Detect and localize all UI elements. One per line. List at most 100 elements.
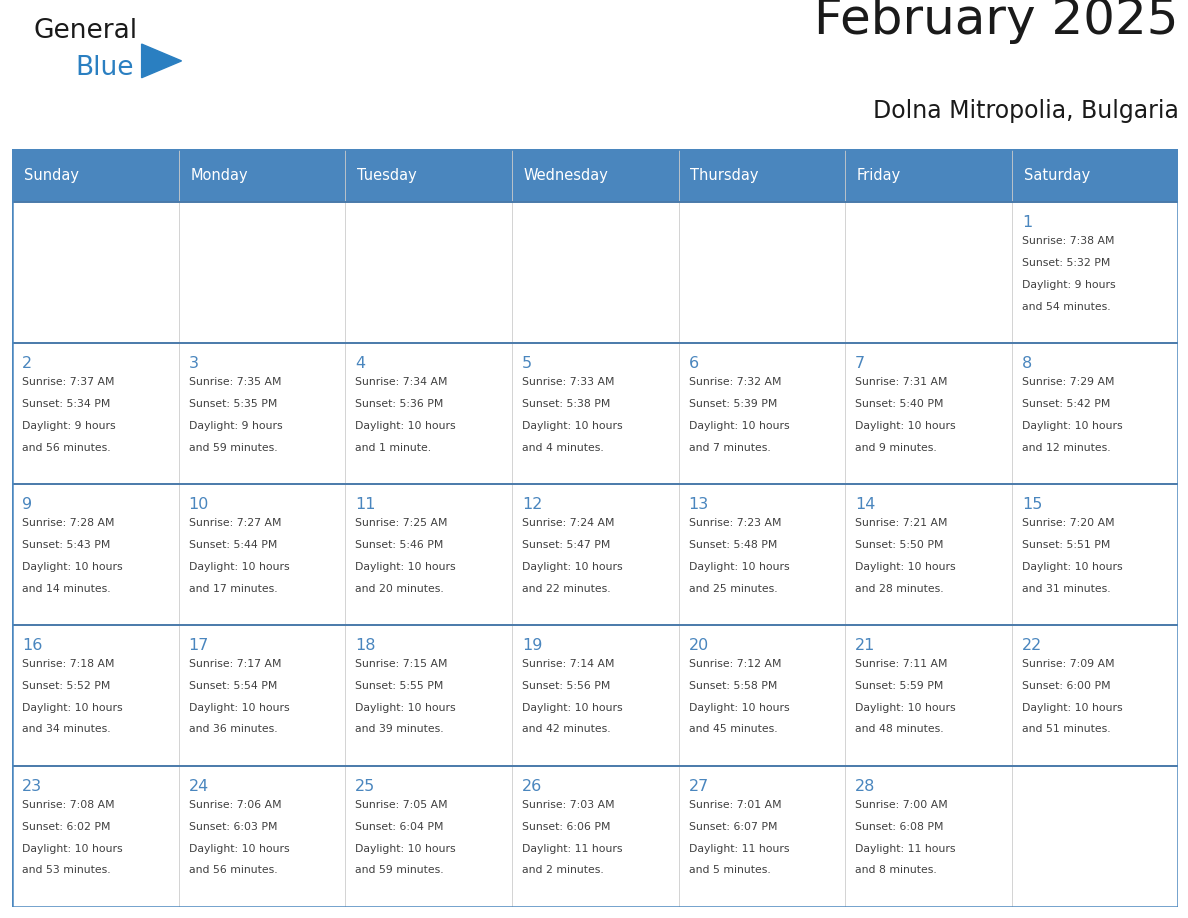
Text: February 2025: February 2025 bbox=[814, 0, 1178, 44]
Text: 24: 24 bbox=[189, 778, 209, 794]
Text: and 22 minutes.: and 22 minutes. bbox=[522, 584, 611, 594]
Text: Sunrise: 7:32 AM: Sunrise: 7:32 AM bbox=[689, 377, 781, 387]
Text: and 48 minutes.: and 48 minutes. bbox=[855, 724, 943, 734]
Text: 22: 22 bbox=[1022, 638, 1042, 653]
Bar bbox=[678, 625, 845, 766]
Text: 20: 20 bbox=[689, 638, 709, 653]
Text: Sunset: 5:47 PM: Sunset: 5:47 PM bbox=[522, 540, 611, 550]
Text: 1: 1 bbox=[1022, 215, 1032, 230]
Text: Sunrise: 7:35 AM: Sunrise: 7:35 AM bbox=[189, 377, 282, 387]
Text: 28: 28 bbox=[855, 778, 876, 794]
Text: 19: 19 bbox=[522, 638, 542, 653]
Text: and 51 minutes.: and 51 minutes. bbox=[1022, 724, 1111, 734]
Text: Tuesday: Tuesday bbox=[356, 168, 417, 183]
Text: Daylight: 10 hours: Daylight: 10 hours bbox=[855, 562, 956, 572]
Text: 3: 3 bbox=[189, 356, 198, 371]
Text: Sunset: 5:55 PM: Sunset: 5:55 PM bbox=[355, 681, 443, 690]
Text: Sunrise: 7:09 AM: Sunrise: 7:09 AM bbox=[1022, 659, 1114, 669]
Bar bbox=[1012, 766, 1178, 907]
Text: and 31 minutes.: and 31 minutes. bbox=[1022, 584, 1111, 594]
Text: Sunset: 6:04 PM: Sunset: 6:04 PM bbox=[355, 822, 443, 832]
Text: 26: 26 bbox=[522, 778, 542, 794]
Text: Sunrise: 7:18 AM: Sunrise: 7:18 AM bbox=[21, 659, 114, 669]
Text: and 25 minutes.: and 25 minutes. bbox=[689, 584, 777, 594]
Text: Sunset: 5:40 PM: Sunset: 5:40 PM bbox=[855, 399, 943, 409]
Bar bbox=[512, 625, 678, 766]
Text: Sunrise: 7:00 AM: Sunrise: 7:00 AM bbox=[855, 800, 948, 810]
Bar bbox=[845, 202, 1012, 343]
Text: Daylight: 10 hours: Daylight: 10 hours bbox=[1022, 420, 1123, 431]
Text: Sunset: 5:44 PM: Sunset: 5:44 PM bbox=[189, 540, 277, 550]
Text: Daylight: 10 hours: Daylight: 10 hours bbox=[355, 420, 456, 431]
Text: and 12 minutes.: and 12 minutes. bbox=[1022, 442, 1111, 453]
Text: Daylight: 11 hours: Daylight: 11 hours bbox=[522, 844, 623, 854]
Text: 25: 25 bbox=[355, 778, 375, 794]
Text: Daylight: 10 hours: Daylight: 10 hours bbox=[689, 702, 789, 712]
Text: and 5 minutes.: and 5 minutes. bbox=[689, 866, 770, 876]
Text: Daylight: 11 hours: Daylight: 11 hours bbox=[689, 844, 789, 854]
Text: and 42 minutes.: and 42 minutes. bbox=[522, 724, 611, 734]
Bar bbox=[845, 149, 1012, 202]
Text: and 8 minutes.: and 8 minutes. bbox=[855, 866, 937, 876]
Text: Sunset: 5:56 PM: Sunset: 5:56 PM bbox=[522, 681, 611, 690]
Text: and 4 minutes.: and 4 minutes. bbox=[522, 442, 604, 453]
Bar bbox=[512, 149, 678, 202]
Text: Daylight: 10 hours: Daylight: 10 hours bbox=[855, 420, 956, 431]
Bar bbox=[12, 343, 178, 484]
Bar bbox=[512, 766, 678, 907]
Text: 5: 5 bbox=[522, 356, 532, 371]
Text: and 56 minutes.: and 56 minutes. bbox=[189, 866, 277, 876]
Bar bbox=[178, 343, 346, 484]
Text: Daylight: 10 hours: Daylight: 10 hours bbox=[189, 844, 289, 854]
Text: Sunrise: 7:33 AM: Sunrise: 7:33 AM bbox=[522, 377, 614, 387]
Text: Sunrise: 7:15 AM: Sunrise: 7:15 AM bbox=[355, 659, 448, 669]
Text: Friday: Friday bbox=[857, 168, 901, 183]
Text: Sunset: 5:51 PM: Sunset: 5:51 PM bbox=[1022, 540, 1111, 550]
Bar bbox=[1012, 343, 1178, 484]
Text: Sunrise: 7:01 AM: Sunrise: 7:01 AM bbox=[689, 800, 782, 810]
Text: Daylight: 10 hours: Daylight: 10 hours bbox=[1022, 562, 1123, 572]
Bar bbox=[512, 343, 678, 484]
Text: Sunset: 5:35 PM: Sunset: 5:35 PM bbox=[189, 399, 277, 409]
Bar bbox=[1012, 149, 1178, 202]
Bar bbox=[845, 625, 1012, 766]
Text: Sunset: 6:08 PM: Sunset: 6:08 PM bbox=[855, 822, 943, 832]
Bar bbox=[845, 343, 1012, 484]
Text: 17: 17 bbox=[189, 638, 209, 653]
Text: Sunrise: 7:12 AM: Sunrise: 7:12 AM bbox=[689, 659, 781, 669]
Text: Monday: Monday bbox=[190, 168, 248, 183]
Text: Sunset: 6:00 PM: Sunset: 6:00 PM bbox=[1022, 681, 1111, 690]
Bar bbox=[845, 484, 1012, 625]
Text: Sunday: Sunday bbox=[24, 168, 78, 183]
Text: Sunrise: 7:17 AM: Sunrise: 7:17 AM bbox=[189, 659, 282, 669]
Text: Sunrise: 7:29 AM: Sunrise: 7:29 AM bbox=[1022, 377, 1114, 387]
Bar bbox=[178, 625, 346, 766]
Text: and 54 minutes.: and 54 minutes. bbox=[1022, 302, 1111, 311]
Text: Sunset: 5:32 PM: Sunset: 5:32 PM bbox=[1022, 258, 1111, 268]
Bar bbox=[178, 484, 346, 625]
Bar bbox=[346, 625, 512, 766]
Text: Daylight: 10 hours: Daylight: 10 hours bbox=[522, 702, 623, 712]
Bar bbox=[178, 766, 346, 907]
Polygon shape bbox=[141, 44, 182, 78]
Bar bbox=[346, 202, 512, 343]
Text: Daylight: 10 hours: Daylight: 10 hours bbox=[522, 420, 623, 431]
Text: Daylight: 10 hours: Daylight: 10 hours bbox=[189, 702, 289, 712]
Text: Sunrise: 7:11 AM: Sunrise: 7:11 AM bbox=[855, 659, 948, 669]
Text: and 53 minutes.: and 53 minutes. bbox=[21, 866, 110, 876]
Text: Daylight: 9 hours: Daylight: 9 hours bbox=[21, 420, 115, 431]
Text: and 59 minutes.: and 59 minutes. bbox=[189, 442, 277, 453]
Bar bbox=[346, 484, 512, 625]
Bar bbox=[178, 202, 346, 343]
Text: Sunrise: 7:14 AM: Sunrise: 7:14 AM bbox=[522, 659, 614, 669]
Text: and 39 minutes.: and 39 minutes. bbox=[355, 724, 444, 734]
Text: and 1 minute.: and 1 minute. bbox=[355, 442, 431, 453]
Text: Daylight: 10 hours: Daylight: 10 hours bbox=[21, 844, 122, 854]
Bar bbox=[678, 766, 845, 907]
Text: Sunset: 5:58 PM: Sunset: 5:58 PM bbox=[689, 681, 777, 690]
Text: and 56 minutes.: and 56 minutes. bbox=[21, 442, 110, 453]
Text: and 59 minutes.: and 59 minutes. bbox=[355, 866, 444, 876]
Text: 12: 12 bbox=[522, 497, 542, 512]
Text: Thursday: Thursday bbox=[690, 168, 759, 183]
Text: Saturday: Saturday bbox=[1024, 168, 1089, 183]
